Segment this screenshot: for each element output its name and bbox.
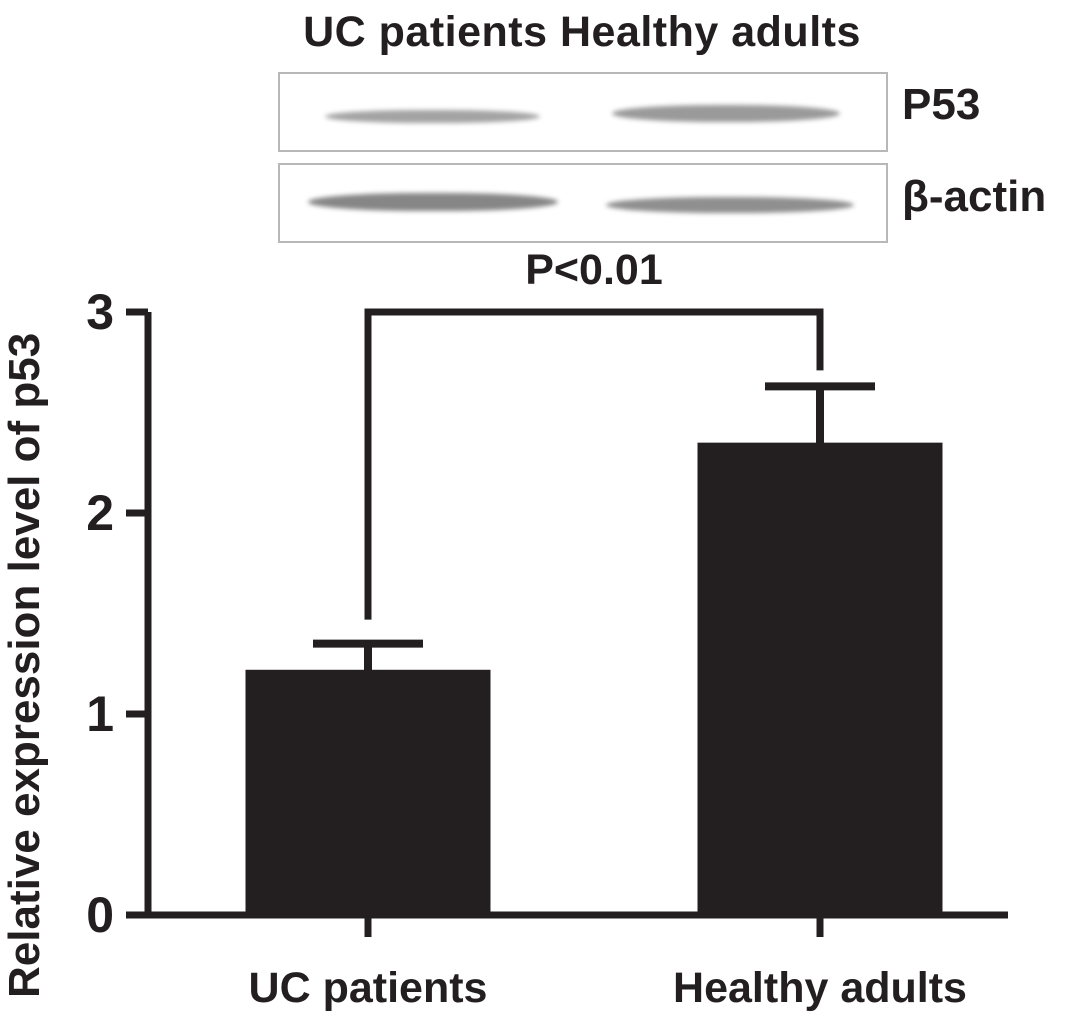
y-tick-label: 0 <box>86 887 114 943</box>
blot-group-labels: UC patients Healthy adults <box>303 8 861 56</box>
x-tick-label-healthy-adults: Healthy adults <box>673 964 967 1012</box>
blot-band-actin-healthy <box>606 197 854 213</box>
blot-band-actin-uc <box>308 193 558 211</box>
western-blot-p53 <box>278 72 888 152</box>
significance-bracket <box>364 308 824 620</box>
western-blot-actin <box>278 163 888 243</box>
significance-label: P<0.01 <box>525 246 663 294</box>
bar-0 <box>245 669 491 915</box>
blot-row-label-p53: P53 <box>902 80 981 129</box>
y-axis-title: Relative expression level of p53 <box>0 332 49 998</box>
bar-1 <box>697 442 943 915</box>
blot-band-p53-uc <box>325 110 540 123</box>
blot-row-label-actin: β-actin <box>902 172 1047 221</box>
y-tick-label: 1 <box>86 686 114 742</box>
y-tick-label: 3 <box>86 284 114 340</box>
y-tick-label: 2 <box>86 485 114 541</box>
blot-band-p53-healthy <box>612 105 840 122</box>
x-tick-label-uc-patients: UC patients <box>248 964 488 1012</box>
